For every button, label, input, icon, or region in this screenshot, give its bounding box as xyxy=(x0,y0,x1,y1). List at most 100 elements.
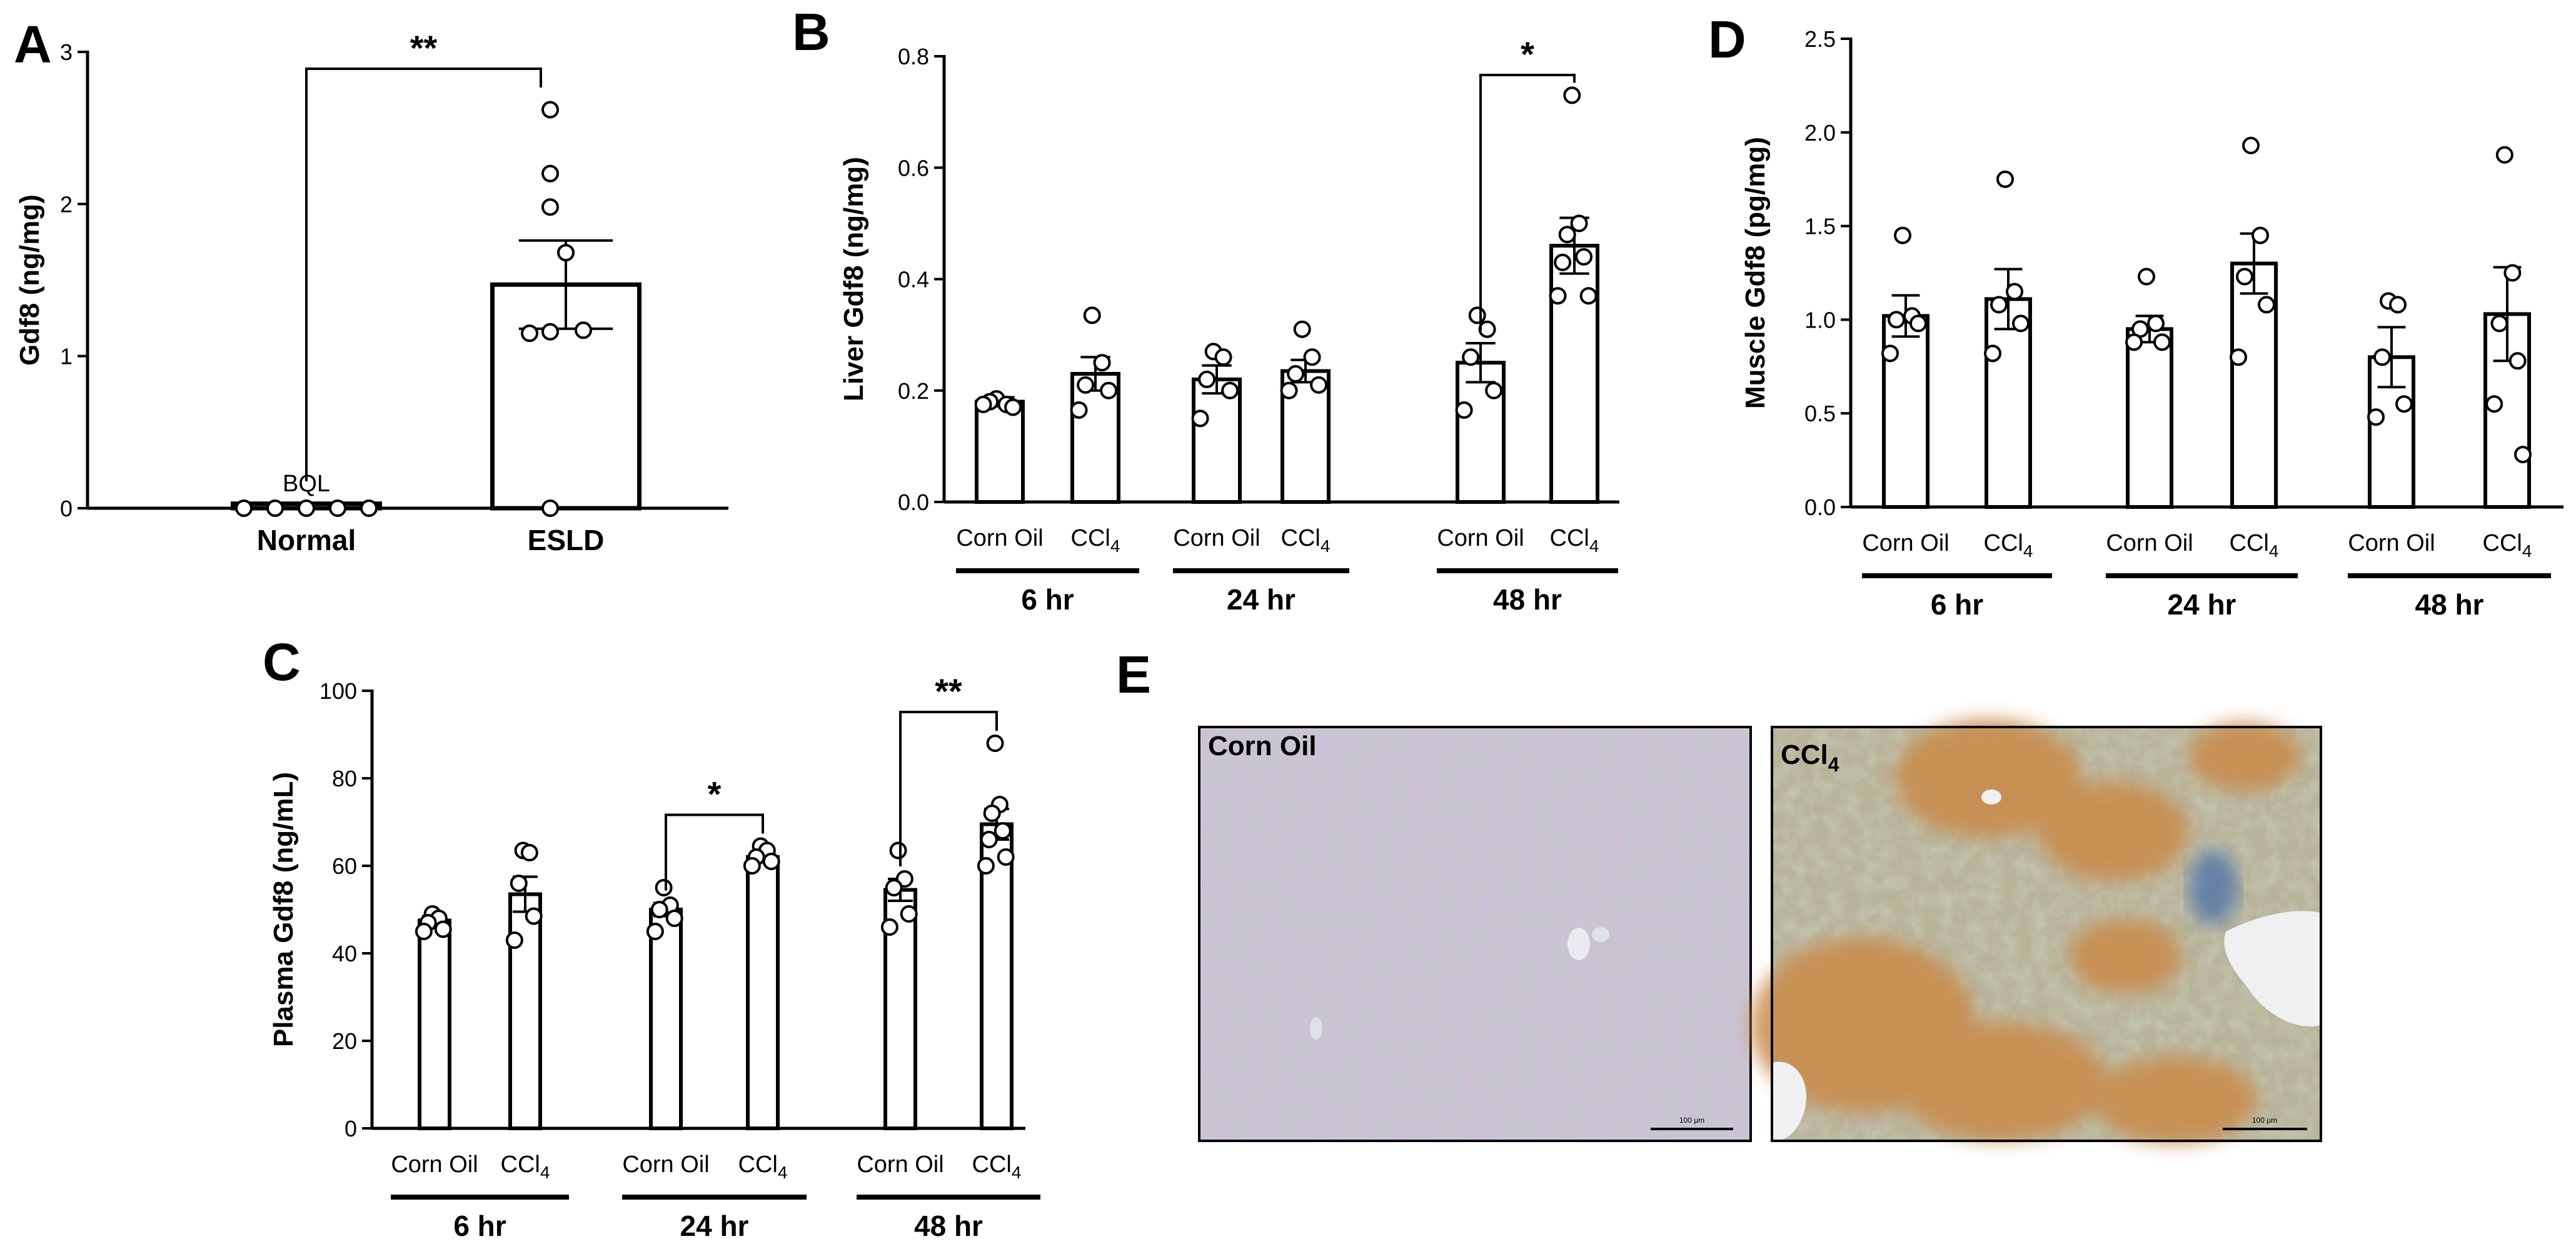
data-point xyxy=(1462,348,1480,366)
category-label: CCl4 xyxy=(1984,530,2033,561)
category-label: CCl4 xyxy=(1550,525,1599,556)
data-point xyxy=(434,920,452,938)
data-point xyxy=(1287,365,1305,383)
data-point xyxy=(505,931,523,949)
data-point xyxy=(2146,314,2165,333)
micrograph-corn-oil: Corn Oil 100 μm xyxy=(1198,726,1752,1142)
y-axis-label: Liver Gdf8 (ng/mg) xyxy=(838,157,869,401)
significance-bracket xyxy=(1479,74,1576,331)
data-point xyxy=(1554,253,1572,271)
y-tick-label: 0 xyxy=(345,1116,357,1141)
y-tick-label: 1.5 xyxy=(1804,214,1836,239)
data-point xyxy=(994,822,1012,840)
data-point xyxy=(1888,311,1906,329)
data-point xyxy=(2485,395,2503,413)
data-point xyxy=(521,324,538,343)
bar xyxy=(975,399,1025,504)
data-point xyxy=(665,910,683,927)
y-tick-label: 0.8 xyxy=(898,44,929,69)
significance-bracket xyxy=(899,711,998,866)
data-point xyxy=(557,244,575,262)
data-point xyxy=(1990,296,2008,314)
y-axis-label: Muscle Gdf8 (pg/mg) xyxy=(1740,137,1771,409)
data-point xyxy=(1570,214,1588,233)
data-point xyxy=(650,901,668,918)
category-label: CCl4 xyxy=(1071,525,1120,556)
group-label: 24 hr xyxy=(2168,588,2236,621)
data-point xyxy=(880,918,898,936)
data-point xyxy=(2395,395,2413,413)
data-point xyxy=(2513,446,2532,464)
data-point xyxy=(2373,348,2392,366)
data-point xyxy=(1221,381,1239,399)
y-tick-label: 60 xyxy=(332,853,357,879)
y-tick-label: 1.0 xyxy=(1804,307,1836,333)
data-point xyxy=(1909,314,1927,333)
category-label: Corn Oil xyxy=(857,1151,943,1178)
y-tick-label: 2.5 xyxy=(1804,26,1836,52)
y-tick-label: 0.5 xyxy=(1804,401,1836,426)
panel-letter: C xyxy=(263,633,301,691)
data-point xyxy=(1996,170,2015,188)
data-point xyxy=(1455,401,1473,419)
data-point xyxy=(235,499,253,517)
data-point xyxy=(1558,226,1576,244)
data-point xyxy=(1093,354,1111,372)
data-point xyxy=(541,323,559,341)
data-point xyxy=(986,735,1004,752)
data-point xyxy=(1468,306,1486,324)
data-point xyxy=(1575,248,1593,266)
data-point xyxy=(510,875,528,892)
data-point xyxy=(2138,268,2156,286)
data-point xyxy=(541,164,559,183)
panel-e-micrographs: E Corn Oil 100 μm xyxy=(1116,645,2322,1144)
scale-bar-corn-oil-label: 100 μm xyxy=(1679,1116,1704,1125)
y-tick-label: 20 xyxy=(332,1028,357,1054)
group-label: 6 hr xyxy=(1021,583,1074,616)
significance-bracket xyxy=(665,813,764,891)
data-point xyxy=(575,321,592,339)
y-tick-label: 0 xyxy=(60,496,73,521)
panel-d-chart: 0.0 0.5 1.0 1.5 2.0 2.5 Muscle Gdf8 (pg/mg) D Co… xyxy=(1708,10,2563,621)
data-point xyxy=(2011,314,2030,333)
y-axis-label: Gdf8 (ng/mg) xyxy=(14,194,45,366)
bar xyxy=(508,892,542,1130)
y-tick-label: 100 xyxy=(319,678,357,704)
group-label: 48 hr xyxy=(1493,583,1562,616)
significance-label: ** xyxy=(935,671,962,711)
data-point xyxy=(298,499,315,517)
bar xyxy=(746,855,780,1130)
data-point xyxy=(983,805,1001,822)
data-point xyxy=(2508,352,2527,370)
data-point xyxy=(1280,381,1298,399)
data-point xyxy=(2153,333,2171,351)
y-tick-label: 0.0 xyxy=(1804,494,1836,520)
panel-b-chart: 0.0 0.2 0.4 0.6 0.8 Liver Gdf8 (ng/mg) B Corn O… xyxy=(792,3,1619,616)
data-point xyxy=(1894,226,1912,244)
data-point xyxy=(1579,287,1597,305)
data-point xyxy=(885,879,903,896)
data-point xyxy=(743,857,761,875)
category-label: CCl4 xyxy=(2230,530,2279,561)
bar xyxy=(1985,297,2032,509)
data-point xyxy=(977,857,995,875)
micrograph-ccl4: CCl4 100 μm xyxy=(1751,719,2322,1144)
category-label: Corn Oil xyxy=(2106,530,2193,556)
y-tick-label: 3 xyxy=(60,39,73,65)
panel-letter: D xyxy=(1708,10,1746,69)
data-point xyxy=(980,831,998,848)
bar xyxy=(1882,314,1929,509)
bar xyxy=(1549,244,1599,504)
data-point xyxy=(1198,370,1216,388)
bar xyxy=(649,908,683,1130)
data-point xyxy=(1310,376,1328,394)
y-tick-label: 2.0 xyxy=(1804,120,1836,146)
data-point xyxy=(1984,344,2002,363)
data-point xyxy=(889,841,907,860)
data-point xyxy=(2125,333,2143,351)
data-point xyxy=(1485,381,1503,399)
y-tick-label: 40 xyxy=(332,941,357,966)
y-tick-label: 0.6 xyxy=(898,155,929,181)
